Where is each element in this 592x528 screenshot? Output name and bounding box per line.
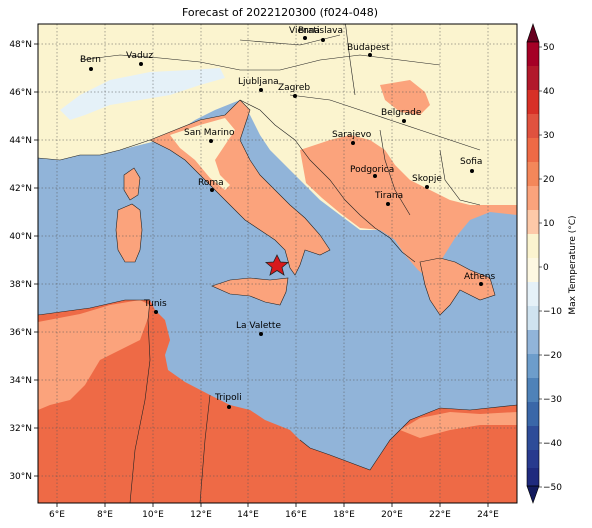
- alps-snow: [60, 68, 225, 120]
- colorbar-tick-label: −30: [543, 395, 562, 405]
- city-label: Vaduz: [126, 51, 153, 61]
- city-point: [470, 169, 474, 173]
- colorbar-tick-label: 20: [543, 175, 555, 185]
- longitude-tick-label: 6°E: [49, 510, 65, 520]
- balkan-warm-zone: [300, 135, 517, 280]
- city-point: [209, 139, 213, 143]
- city-label: Athens: [464, 272, 495, 282]
- longitude-tick-label: 8°E: [97, 510, 113, 520]
- city-point: [154, 310, 158, 314]
- colorbar-tick-label: −40: [543, 439, 562, 449]
- latitude-tick-label: 40°N: [9, 232, 32, 242]
- longitude-tick-label: 22°E: [429, 510, 451, 520]
- city-point: [425, 185, 429, 189]
- city-point: [321, 38, 325, 42]
- latitude-tick-label: 32°N: [9, 424, 32, 434]
- sardinia-land: [115, 203, 143, 263]
- colorbar: [526, 23, 540, 504]
- city-label: Zagreb: [278, 83, 310, 93]
- north-africa-land: [38, 300, 517, 503]
- city-point: [303, 36, 307, 40]
- city-point: [139, 62, 143, 66]
- colorbar-tick-label: −20: [543, 351, 562, 361]
- city-label: Ljubljana: [238, 77, 279, 87]
- longitude-tick-label: 12°E: [190, 510, 212, 520]
- map-title: Forecast of 2022120300 (f024-048): [181, 6, 379, 19]
- city-label: Roma: [198, 178, 224, 188]
- map-frame: [37, 23, 518, 504]
- city-label: La Valette: [236, 321, 281, 331]
- city-label: Podgorica: [350, 165, 394, 175]
- city-label: Belgrade: [381, 108, 422, 118]
- forecast-location-star-icon: [264, 254, 290, 276]
- longitude-tick-label: 16°E: [285, 510, 307, 520]
- longitude-tick-label: 10°E: [142, 510, 164, 520]
- latitude-tick-label: 36°N: [9, 328, 32, 338]
- city-label: Sarajevo: [332, 130, 372, 140]
- greece-land: [419, 257, 496, 316]
- latitude-tick-label: 46°N: [9, 88, 32, 98]
- city-label: Tirana: [374, 191, 403, 201]
- north-africa-warm-band: [38, 300, 150, 410]
- sicily-land: [211, 277, 289, 306]
- libya-coast-warm: [400, 412, 517, 438]
- city-label: Bratislava: [298, 26, 343, 36]
- latitude-ticks: 48°N 46°N 44°N 42°N 40°N 38°N 36°N 34°N 32°N 30°N: [9, 40, 38, 482]
- city-label: Tunis: [143, 299, 167, 309]
- latitude-tick-label: 42°N: [9, 184, 32, 194]
- city-point: [259, 332, 263, 336]
- city-point: [89, 67, 93, 71]
- colorbar-tick-label: 30: [543, 131, 555, 141]
- colorbar-tick-label: 0: [543, 263, 549, 273]
- city-point: [227, 405, 231, 409]
- latitude-tick-label: 34°N: [9, 376, 32, 386]
- city-point: [368, 53, 372, 57]
- colorbar-tick-label: 50: [543, 43, 555, 53]
- city-point: [386, 202, 390, 206]
- longitude-tick-label: 14°E: [237, 510, 259, 520]
- city-label: Skopje: [412, 174, 442, 184]
- latitude-tick-label: 30°N: [9, 472, 32, 482]
- city-point: [351, 141, 355, 145]
- colorbar-label: Max Temperature (°C): [568, 215, 578, 314]
- city-point: [402, 119, 406, 123]
- city-label: Bern: [80, 55, 101, 65]
- city-point: [373, 174, 377, 178]
- city-label: San Marino: [184, 128, 235, 138]
- longitude-tick-label: 18°E: [333, 510, 355, 520]
- latitude-tick-label: 48°N: [9, 40, 32, 50]
- city-label: Budapest: [347, 43, 390, 53]
- colorbar-ticks: 50 40 30 20 10 0 −10 −20 −30 −40 −50: [539, 43, 562, 493]
- colorbar-tick-label: −10: [543, 307, 562, 317]
- colorbar-tick-label: 10: [543, 219, 555, 229]
- hungary-warm-patch: [380, 80, 430, 115]
- city-point: [210, 188, 214, 192]
- longitude-tick-label: 20°E: [381, 510, 403, 520]
- city-label: Tripoli: [214, 393, 242, 403]
- colorbar-tick-label: −50: [543, 483, 562, 493]
- city-point: [293, 94, 297, 98]
- corsica-land: [123, 167, 141, 201]
- latitude-tick-label: 38°N: [9, 280, 32, 290]
- latitude-tick-label: 44°N: [9, 136, 32, 146]
- city-point: [259, 88, 263, 92]
- graticule: [38, 24, 517, 503]
- longitude-tick-label: 24°E: [477, 510, 499, 520]
- city-label: Sofia: [460, 157, 482, 167]
- colorbar-tick-label: 40: [543, 87, 555, 97]
- city-label: Vienna: [289, 26, 320, 36]
- longitude-ticks: 6°E 8°E 10°E 12°E 14°E 16°E 18°E 20°E 22°E 24°E: [49, 503, 499, 520]
- city-point: [479, 282, 483, 286]
- italy-cool-interior: [170, 118, 235, 190]
